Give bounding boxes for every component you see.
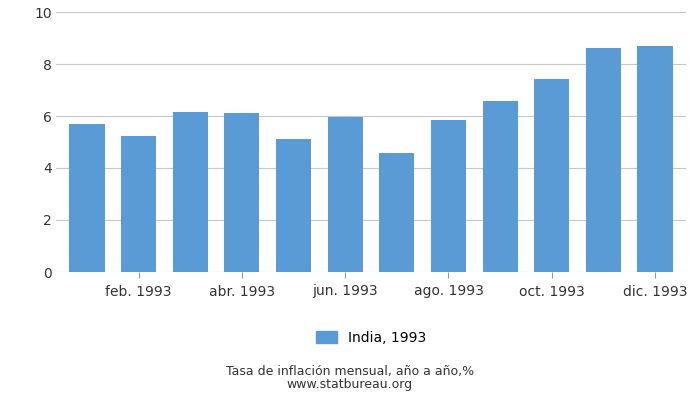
Bar xyxy=(586,48,621,272)
Text: www.statbureau.org: www.statbureau.org xyxy=(287,378,413,391)
Bar xyxy=(379,153,414,272)
Bar xyxy=(534,79,569,272)
Bar xyxy=(328,117,363,272)
Bar xyxy=(224,114,260,272)
Legend: India, 1993: India, 1993 xyxy=(316,331,426,345)
Bar xyxy=(431,120,466,272)
Text: Tasa de inflación mensual, año a año,%: Tasa de inflación mensual, año a año,% xyxy=(226,365,474,378)
Bar xyxy=(69,124,104,272)
Bar xyxy=(173,112,208,272)
Bar xyxy=(638,46,673,272)
Bar xyxy=(482,101,518,272)
Bar xyxy=(121,136,156,272)
Bar xyxy=(276,139,311,272)
